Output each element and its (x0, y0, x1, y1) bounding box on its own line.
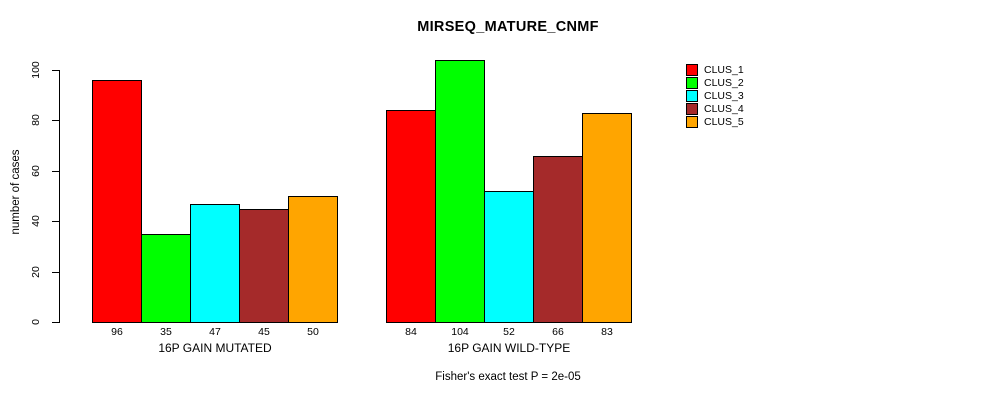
legend-swatch-clus_3 (686, 89, 698, 102)
bar-group1-clus_1 (92, 80, 142, 323)
y-axis-label: number of cases (10, 149, 22, 235)
legend-item-clus_4: CLUS_4 (686, 102, 744, 115)
y-tick-mark-80 (52, 120, 59, 121)
legend-label: CLUS_4 (704, 102, 744, 115)
y-tick-mark-20 (52, 272, 59, 273)
legend-item-clus_1: CLUS_1 (686, 63, 744, 76)
bar-group2-clus_3 (484, 191, 534, 323)
legend-swatch-clus_2 (686, 76, 698, 89)
legend-label: CLUS_3 (704, 89, 744, 102)
bar-value-label: 96 (111, 326, 123, 338)
bar-value-label: 47 (209, 326, 221, 338)
bar-group2-clus_5 (582, 113, 632, 323)
legend-item-clus_3: CLUS_3 (686, 89, 744, 102)
bar-group1-clus_4 (239, 209, 289, 323)
y-tick-label-0: 0 (30, 319, 42, 325)
bar-group2-clus_4 (533, 156, 583, 323)
legend-swatch-clus_1 (686, 63, 698, 76)
bar-value-label: 83 (601, 326, 613, 338)
legend-label: CLUS_1 (704, 63, 744, 76)
bar-group1-clus_2 (141, 234, 191, 323)
legend: CLUS_1 CLUS_2 CLUS_3 CLUS_4 CLUS_5 (686, 63, 744, 129)
y-tick-mark-0 (52, 322, 59, 323)
legend-swatch-clus_5 (686, 115, 698, 128)
bar-value-label: 84 (405, 326, 417, 338)
bar-value-label: 45 (258, 326, 270, 338)
bar-group2-clus_1 (386, 110, 436, 323)
y-tick-label-80: 80 (30, 114, 42, 126)
y-tick-label-40: 40 (30, 215, 42, 227)
y-tick-mark-100 (52, 70, 59, 71)
y-tick-mark-60 (52, 171, 59, 172)
legend-label: CLUS_2 (704, 76, 744, 89)
bar-group1-clus_3 (190, 204, 240, 323)
legend-item-clus_2: CLUS_2 (686, 76, 744, 89)
legend-item-clus_5: CLUS_5 (686, 115, 744, 128)
bar-value-label: 35 (160, 326, 172, 338)
y-axis-line (59, 70, 60, 323)
bar-value-label: 50 (307, 326, 319, 338)
fisher-test-annotation: Fisher's exact test P = 2e-05 (435, 371, 581, 383)
group-label-1: 16P GAIN MUTATED (158, 341, 272, 355)
bar-group2-clus_2 (435, 60, 485, 323)
legend-label: CLUS_5 (704, 115, 744, 128)
group-label-2: 16P GAIN WILD-TYPE (447, 341, 571, 355)
bar-value-label: 66 (552, 326, 564, 338)
chart-title: MIRSEQ_MATURE_CNMF (417, 19, 599, 35)
y-tick-label-20: 20 (30, 266, 42, 278)
legend-swatch-clus_4 (686, 102, 698, 115)
y-tick-mark-40 (52, 221, 59, 222)
y-tick-label-100: 100 (30, 61, 42, 79)
bar-value-label: 52 (503, 326, 515, 338)
bar-group1-clus_5 (288, 196, 338, 323)
y-tick-label-60: 60 (30, 165, 42, 177)
bar-value-label: 104 (451, 326, 469, 338)
